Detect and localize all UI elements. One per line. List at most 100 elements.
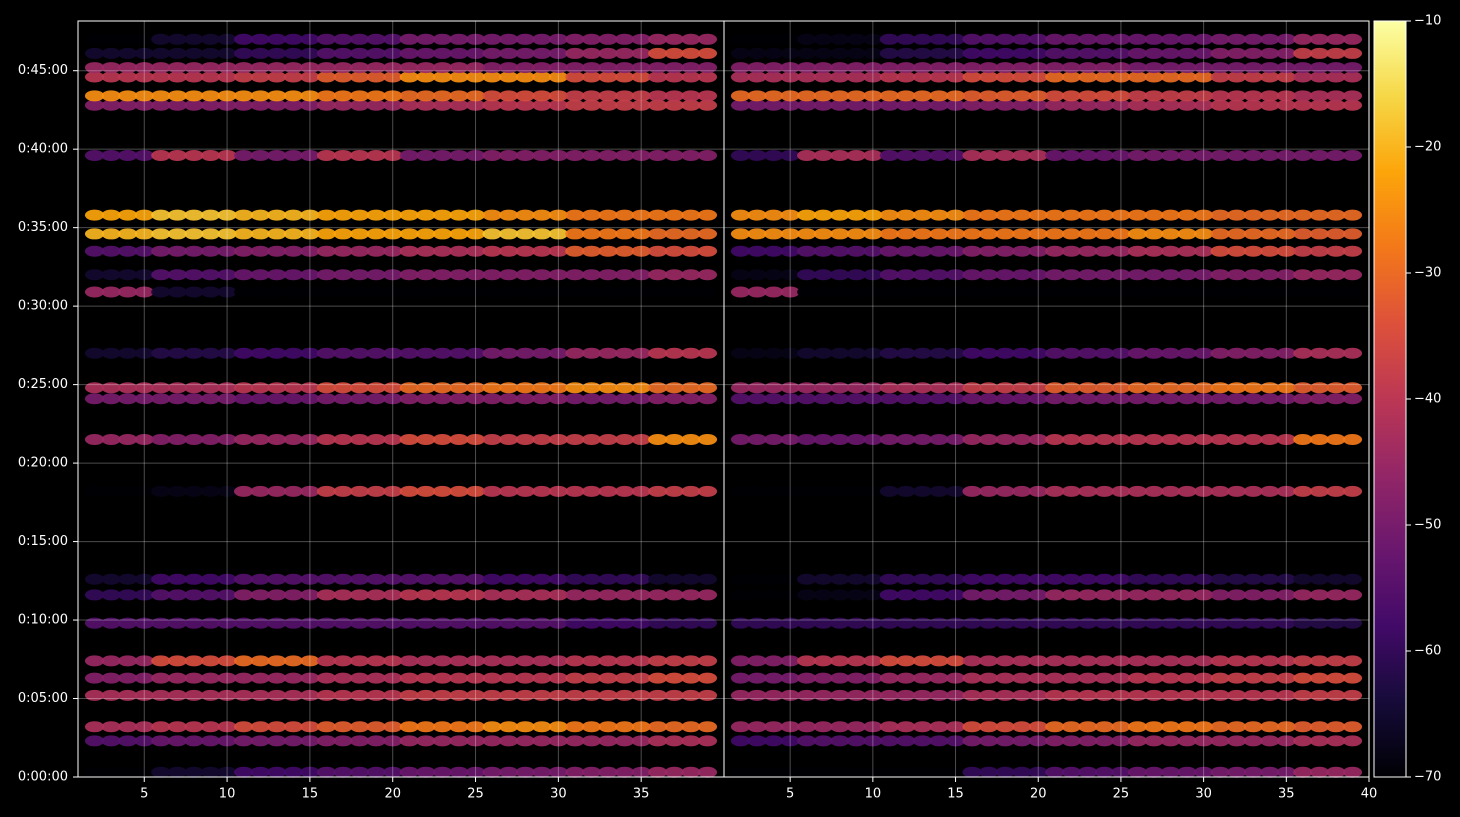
heat-cell <box>118 393 138 405</box>
heat-cell <box>1045 393 1065 405</box>
heat-cell <box>151 434 171 446</box>
heat-cell <box>846 228 866 240</box>
heat-cell <box>1078 573 1098 585</box>
heat-cell <box>250 434 270 446</box>
heat-cell <box>449 689 469 701</box>
heat-cell <box>1177 735 1197 747</box>
heat-cell <box>648 573 668 585</box>
heat-cell <box>548 71 568 83</box>
heat-cell <box>84 33 105 45</box>
heat-cell <box>300 655 320 667</box>
heat-cell <box>912 228 933 240</box>
heat-cell <box>399 382 419 394</box>
heat-cell <box>581 382 602 394</box>
heat-cell <box>499 99 519 111</box>
heat-cell <box>565 589 585 601</box>
heat-cell <box>366 655 386 667</box>
heat-cell <box>250 90 270 102</box>
heat-cell <box>118 209 138 221</box>
heat-cell <box>1111 62 1131 74</box>
heat-cell <box>151 347 171 359</box>
heat-cell <box>962 434 982 446</box>
heat-cell <box>1160 99 1181 111</box>
heat-cell <box>1326 617 1346 629</box>
heat-cell <box>1127 99 1148 111</box>
heat-cell <box>598 655 618 667</box>
heat-cell <box>316 90 337 102</box>
heat-cell <box>1094 149 1114 161</box>
heat-cell <box>1160 689 1181 701</box>
heat-cell <box>499 766 519 778</box>
heat-cell <box>780 99 800 111</box>
heat-cell <box>1177 99 1197 111</box>
heat-cell <box>1144 62 1164 74</box>
heat-cell <box>383 269 403 281</box>
heat-cell <box>631 672 651 684</box>
heat-cell <box>1028 99 1048 111</box>
heat-cell <box>333 689 353 701</box>
heat-cell <box>515 689 535 701</box>
heat-cell <box>764 228 784 240</box>
heat-cell <box>399 617 419 629</box>
heat-cell <box>283 721 303 733</box>
heat-cell <box>1061 721 1081 733</box>
heat-cell <box>84 62 105 74</box>
heat-cell <box>1094 209 1114 221</box>
heat-cell <box>780 573 800 585</box>
heat-cell <box>813 286 833 298</box>
heat-cell <box>200 71 221 83</box>
heat-cell <box>846 721 866 733</box>
heat-cell <box>1028 617 1048 629</box>
heat-cell <box>449 62 469 74</box>
heat-cell <box>648 485 668 497</box>
heat-cell <box>830 434 850 446</box>
heat-cell <box>1045 228 1065 240</box>
heat-cell <box>863 286 883 298</box>
heat-cell <box>648 71 668 83</box>
heat-cell <box>499 589 519 601</box>
heat-cell <box>929 766 949 778</box>
heat-cell <box>399 228 419 240</box>
heat-cell <box>780 672 800 684</box>
heat-cell <box>333 62 353 74</box>
heat-cell <box>1309 33 1329 45</box>
heat-cell <box>217 269 237 281</box>
heat-cell <box>283 766 303 778</box>
heat-cell <box>780 149 800 161</box>
heat-cell <box>1111 347 1131 359</box>
heat-cell <box>151 589 171 601</box>
heat-cell <box>1045 62 1065 74</box>
heat-cell <box>184 33 204 45</box>
heat-cell <box>565 617 585 629</box>
heat-cell <box>1160 485 1181 497</box>
heat-cell <box>184 347 204 359</box>
heat-cell <box>217 485 237 497</box>
heat-cell <box>316 347 337 359</box>
heat-cell <box>101 434 121 446</box>
heat-cell <box>366 347 386 359</box>
heat-cell <box>300 90 320 102</box>
heat-cell <box>217 245 237 257</box>
heat-cell <box>697 573 718 585</box>
heat-cell <box>217 655 237 667</box>
heat-cell <box>598 228 618 240</box>
heat-cell <box>234 269 254 281</box>
heat-cell <box>349 228 370 240</box>
heat-cell <box>863 617 883 629</box>
heat-cell <box>1177 589 1197 601</box>
heat-cell <box>200 434 221 446</box>
heat-cell <box>101 589 121 601</box>
heat-cell <box>399 71 419 83</box>
heat-cell <box>283 434 303 446</box>
heat-cell <box>134 286 154 298</box>
heat-cell <box>1293 149 1313 161</box>
heat-cell <box>648 655 668 667</box>
heat-cell <box>581 721 602 733</box>
heat-cell <box>830 269 850 281</box>
heat-cell <box>598 617 618 629</box>
heat-cell <box>780 245 800 257</box>
heat-cell <box>945 149 966 161</box>
heat-cell <box>1326 347 1346 359</box>
heat-cell <box>283 90 303 102</box>
heat-cell <box>200 573 221 585</box>
